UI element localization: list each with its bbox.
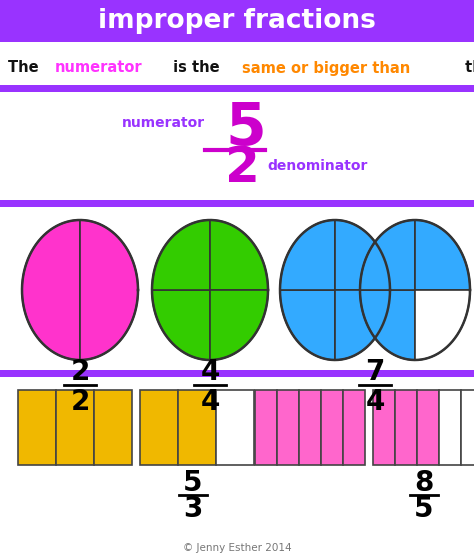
Text: numerator: numerator — [122, 116, 205, 130]
Text: improper fractions: improper fractions — [98, 8, 376, 34]
Polygon shape — [210, 290, 268, 360]
Bar — [94, 390, 132, 465]
Bar — [18, 390, 56, 465]
Polygon shape — [335, 220, 390, 290]
Text: the: the — [460, 60, 474, 76]
Polygon shape — [210, 220, 268, 290]
Text: 7: 7 — [365, 358, 385, 386]
Bar — [373, 390, 395, 465]
Bar — [0, 370, 474, 377]
Polygon shape — [415, 290, 470, 360]
Text: numerator: numerator — [55, 60, 142, 76]
Text: 5: 5 — [225, 100, 266, 156]
Text: 5: 5 — [183, 469, 203, 497]
Bar — [178, 390, 216, 465]
Bar — [439, 390, 461, 465]
Polygon shape — [360, 220, 415, 290]
Polygon shape — [415, 220, 470, 290]
Text: denominator: denominator — [267, 159, 367, 173]
Text: same or bigger than: same or bigger than — [242, 60, 410, 76]
Bar — [216, 390, 254, 465]
Bar — [277, 390, 299, 465]
Polygon shape — [22, 220, 80, 360]
Polygon shape — [80, 220, 138, 360]
Bar — [0, 0, 474, 42]
Text: The: The — [8, 60, 44, 76]
Bar — [0, 200, 474, 207]
Polygon shape — [280, 220, 335, 290]
Polygon shape — [360, 290, 415, 360]
Text: 3: 3 — [183, 495, 203, 523]
Polygon shape — [280, 290, 335, 360]
Bar — [56, 390, 94, 465]
Text: 4: 4 — [201, 388, 219, 416]
Text: © Jenny Esther 2014: © Jenny Esther 2014 — [182, 543, 292, 553]
Polygon shape — [152, 220, 210, 290]
Bar — [321, 390, 343, 465]
Bar — [0, 85, 474, 92]
Text: 5: 5 — [414, 495, 434, 523]
Text: 4: 4 — [201, 358, 219, 386]
Text: 2: 2 — [70, 358, 90, 386]
Text: 2: 2 — [70, 388, 90, 416]
Bar — [299, 390, 321, 465]
Bar — [461, 390, 474, 465]
Bar — [140, 390, 178, 465]
Bar — [417, 390, 439, 465]
Polygon shape — [335, 290, 390, 360]
Polygon shape — [152, 290, 210, 360]
Text: 2: 2 — [225, 144, 260, 192]
Bar — [395, 390, 417, 465]
Text: is the: is the — [168, 60, 225, 76]
Bar — [255, 390, 277, 465]
Text: 4: 4 — [365, 388, 385, 416]
Bar — [343, 390, 365, 465]
Text: 8: 8 — [414, 469, 434, 497]
